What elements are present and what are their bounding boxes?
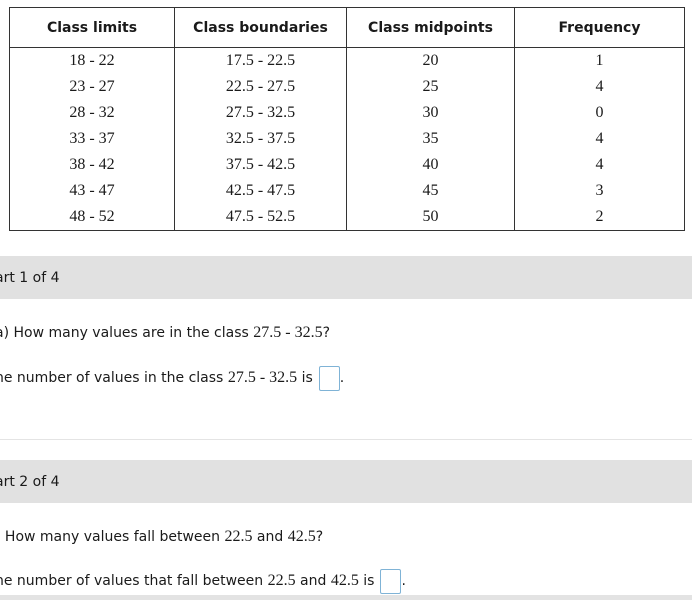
class-boundaries-cell: 22.5 - 27.5	[174, 74, 347, 100]
question-text: ) How many values fall between	[0, 529, 225, 545]
frequency-table: Class limits Class boundaries Class midp…	[9, 7, 685, 231]
class-boundaries-cell: 37.5 - 42.5	[174, 152, 347, 178]
frequency-cell: 1	[514, 47, 685, 74]
table-row: 48 - 52 47.5 - 52.5 50 2	[9, 204, 685, 231]
frequency-cell: 4	[514, 74, 685, 100]
class-boundaries-cell: 42.5 - 47.5	[174, 178, 347, 204]
question-class-value: 27.5 - 32.5	[253, 324, 323, 341]
question-value-low: 22.5	[224, 528, 253, 545]
class-midpoint-cell: 20	[346, 47, 515, 74]
table-row: 38 - 42 37.5 - 42.5 40 4	[9, 152, 685, 178]
class-limits-cell: 23 - 27	[9, 74, 175, 100]
part-1-answer-line: he number of values in the class 27.5 - …	[0, 364, 344, 392]
class-midpoint-cell: 50	[346, 204, 515, 231]
answer-text: he number of values in the class	[0, 370, 228, 386]
table-row: 43 - 47 42.5 - 47.5 45 3	[9, 178, 685, 204]
bottom-divider	[0, 595, 692, 600]
class-midpoint-cell: 35	[346, 126, 515, 152]
class-boundaries-cell: 47.5 - 52.5	[174, 204, 347, 231]
frequency-cell: 0	[514, 100, 685, 126]
section-divider	[0, 439, 692, 440]
part-2-question: ) How many values fall between 22.5 and …	[0, 526, 323, 548]
question-mark: ?	[322, 325, 330, 341]
answer-and: and	[295, 573, 331, 589]
class-midpoint-cell: 25	[346, 74, 515, 100]
class-limits-cell: 33 - 37	[9, 126, 175, 152]
question-value-high: 42.5	[287, 528, 316, 545]
answer-value-high: 42.5	[330, 572, 359, 589]
part-2-answer-line: he number of values that fall between 22…	[0, 567, 406, 595]
class-midpoint-cell: 30	[346, 100, 515, 126]
class-limits-cell: 28 - 32	[9, 100, 175, 126]
frequency-cell: 4	[514, 152, 685, 178]
answer-text: he number of values that fall between	[0, 573, 268, 589]
class-limits-cell: 43 - 47	[9, 178, 175, 204]
class-midpoint-cell: 40	[346, 152, 515, 178]
question-and: and	[252, 529, 288, 545]
part-2-label: art 2 of 4	[0, 474, 60, 490]
class-limits-cell: 38 - 42	[9, 152, 175, 178]
part-1-question: a) How many values are in the class 27.5…	[0, 322, 330, 344]
class-midpoint-cell: 45	[346, 178, 515, 204]
answer-period: .	[401, 573, 406, 589]
table-row: 28 - 32 27.5 - 32.5 30 0	[9, 100, 685, 126]
question-mark: ?	[315, 529, 324, 545]
frequency-cell: 2	[514, 204, 685, 231]
table-row: 18 - 22 17.5 - 22.5 20 1	[9, 47, 685, 74]
answer-value-low: 22.5	[267, 572, 296, 589]
header-frequency: Frequency	[514, 7, 685, 48]
part-2-banner	[0, 460, 692, 503]
answer-text-suffix: is	[358, 573, 375, 589]
class-boundaries-cell: 17.5 - 22.5	[174, 47, 347, 74]
question-text: a) How many values are in the class	[0, 325, 254, 341]
class-limits-cell: 48 - 52	[9, 204, 175, 231]
part-2-answer-input[interactable]	[380, 568, 402, 594]
header-class-midpoints: Class midpoints	[346, 7, 515, 48]
answer-text-suffix: is	[297, 370, 313, 386]
table-row: 33 - 37 32.5 - 37.5 35 4	[9, 126, 685, 152]
answer-period: .	[339, 370, 345, 386]
class-limits-cell: 18 - 22	[9, 47, 175, 74]
class-boundaries-cell: 27.5 - 32.5	[174, 100, 347, 126]
frequency-cell: 4	[514, 126, 685, 152]
class-boundaries-cell: 32.5 - 37.5	[174, 126, 347, 152]
part-1-answer-input[interactable]	[318, 365, 340, 391]
frequency-cell: 3	[514, 178, 685, 204]
header-class-limits: Class limits	[9, 7, 175, 48]
part-1-label: art 1 of 4	[0, 270, 60, 286]
answer-class-value: 27.5 - 32.5	[227, 369, 298, 386]
header-class-boundaries: Class boundaries	[174, 7, 347, 48]
table-row: 23 - 27 22.5 - 27.5 25 4	[9, 74, 685, 100]
table-header-row: Class limits Class boundaries Class midp…	[9, 7, 685, 48]
part-1-banner	[0, 256, 692, 299]
